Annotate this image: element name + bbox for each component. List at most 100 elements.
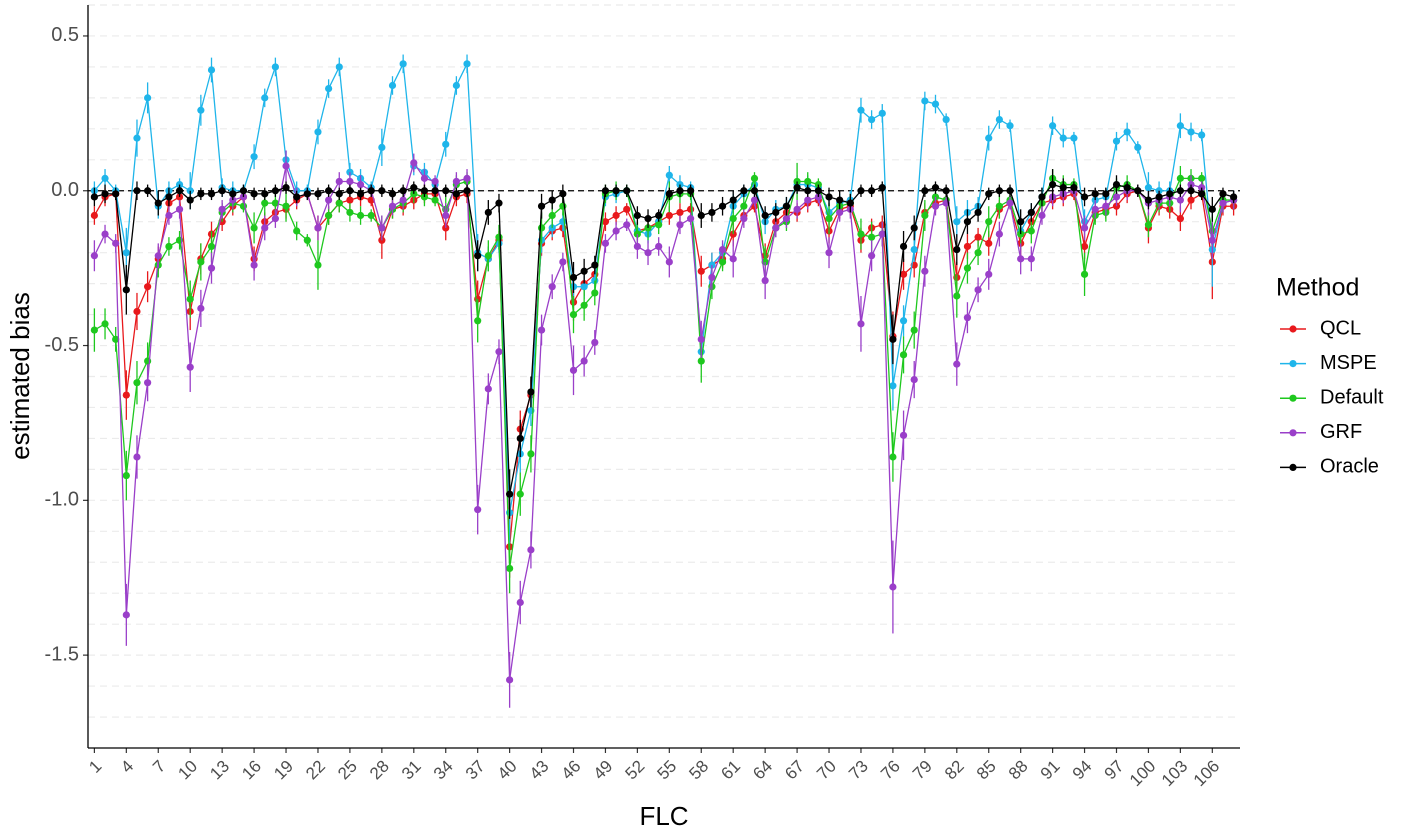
point	[569, 273, 578, 282]
point	[559, 218, 567, 226]
x-tick-label: 73	[845, 757, 872, 784]
point	[665, 211, 673, 220]
point	[314, 261, 322, 269]
point	[804, 187, 812, 195]
x-tick-label: 46	[558, 757, 585, 784]
point	[325, 196, 333, 204]
y-axis-title: estimated bias	[5, 292, 35, 460]
point	[1112, 193, 1121, 201]
point	[1059, 184, 1067, 192]
point	[995, 115, 1003, 124]
point	[90, 326, 98, 334]
point	[1230, 193, 1238, 201]
x-tick-label: 43	[526, 757, 553, 784]
point	[953, 292, 961, 300]
point	[431, 187, 439, 195]
point	[825, 249, 833, 257]
point	[378, 143, 386, 152]
point	[633, 211, 641, 220]
point	[878, 230, 886, 238]
point	[921, 267, 929, 275]
point	[559, 190, 567, 198]
x-tick-label: 19	[270, 757, 297, 784]
point	[463, 187, 471, 195]
point	[186, 196, 194, 204]
point	[399, 187, 407, 195]
point	[1219, 199, 1227, 207]
point	[825, 215, 833, 223]
point	[1198, 184, 1206, 192]
point	[1059, 134, 1067, 142]
point	[623, 205, 631, 213]
point	[1038, 193, 1046, 201]
point	[1102, 202, 1110, 210]
point	[931, 202, 940, 210]
point	[1176, 196, 1184, 204]
x-tick-label: 97	[1101, 757, 1128, 784]
point	[1187, 196, 1195, 204]
legend-label: QCL	[1320, 317, 1361, 339]
point	[1144, 184, 1153, 192]
point	[271, 187, 279, 195]
point	[676, 187, 684, 195]
point	[591, 261, 599, 269]
point	[921, 97, 929, 105]
point	[931, 184, 940, 192]
point	[346, 196, 354, 204]
point	[687, 205, 695, 213]
point	[985, 190, 993, 198]
point	[580, 357, 588, 365]
x-tick-label: 37	[462, 757, 489, 784]
point	[1134, 187, 1142, 195]
y-tick-label: -1.5	[45, 643, 79, 665]
point	[857, 230, 865, 238]
point	[655, 221, 663, 229]
point	[793, 205, 801, 213]
point	[282, 184, 290, 192]
point	[122, 286, 130, 294]
point	[207, 66, 216, 74]
point	[1187, 128, 1195, 136]
point	[612, 211, 620, 220]
point	[101, 230, 109, 238]
point	[250, 153, 258, 161]
point	[90, 252, 98, 260]
point	[601, 239, 610, 247]
point	[527, 388, 535, 396]
point	[335, 177, 343, 186]
x-tick-label: 106	[1190, 757, 1223, 790]
point	[506, 564, 514, 573]
point	[452, 177, 460, 186]
point	[271, 199, 279, 207]
legend-title: Method	[1276, 274, 1359, 302]
point	[1006, 122, 1014, 130]
point	[963, 314, 972, 322]
point	[431, 177, 439, 186]
point	[325, 211, 333, 220]
point	[516, 598, 524, 607]
x-tick-label: 34	[430, 757, 457, 784]
point	[591, 289, 599, 297]
point	[1176, 187, 1184, 195]
point	[378, 187, 386, 195]
point	[356, 211, 365, 220]
point	[718, 202, 727, 210]
point	[165, 242, 173, 251]
point	[931, 100, 940, 108]
point	[878, 109, 886, 117]
series-line	[93, 161, 1234, 680]
point	[676, 221, 684, 229]
point	[537, 202, 546, 210]
point	[633, 230, 641, 238]
point	[836, 208, 844, 217]
legend-label: Oracle	[1320, 456, 1379, 478]
point	[1049, 122, 1057, 130]
point	[367, 187, 375, 195]
point	[154, 252, 162, 260]
point	[995, 202, 1003, 210]
point	[804, 177, 812, 186]
point	[122, 249, 130, 257]
point	[346, 208, 354, 217]
x-tick-label: 88	[1005, 757, 1032, 784]
